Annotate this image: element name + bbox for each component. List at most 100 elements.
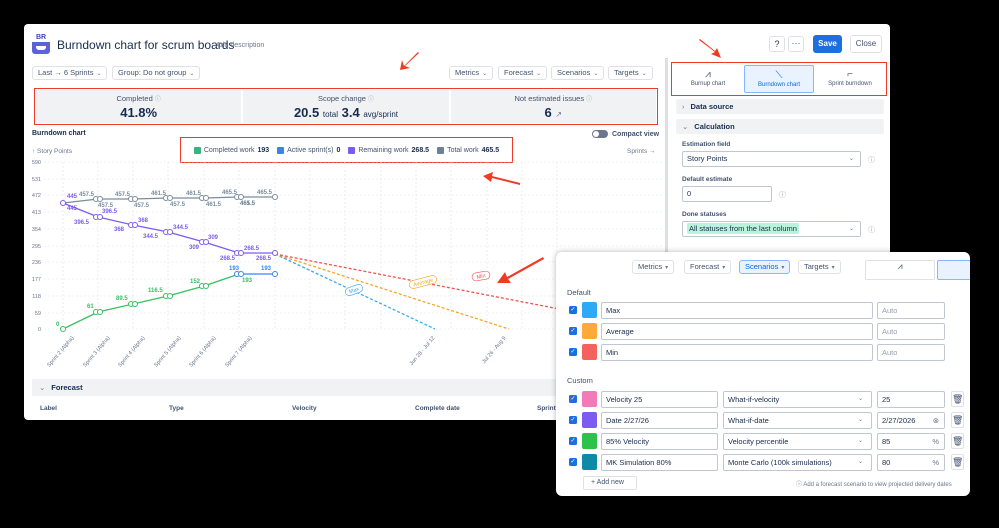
annotation-arrow-icon (483, 172, 520, 185)
svg-text:Jun 28 - Jul 12: Jun 28 - Jul 12 (409, 335, 437, 366)
toggle-switch[interactable] (592, 130, 608, 138)
legend-total[interactable]: Total work 465.5 (437, 146, 499, 154)
sprint-range-dropdown[interactable]: Last → 6 Sprints ⌄ (32, 66, 108, 80)
chevron-down-icon: ⌄ (848, 226, 854, 232)
color-picker[interactable] (582, 344, 597, 360)
checkbox[interactable]: ✓ (569, 416, 577, 424)
chevron-down-icon: ⌄ (189, 71, 195, 77)
scenario-name-input[interactable]: Velocity 25 (601, 391, 718, 408)
scenario-name-input[interactable]: Average (601, 323, 873, 340)
chevron-down-icon: ⌄ (857, 459, 863, 465)
scenario-value-input[interactable]: 85% (877, 433, 945, 450)
color-picker[interactable] (582, 433, 597, 449)
forecast-section-header[interactable]: ⌄ Forecast (32, 379, 652, 396)
scenario-value-input[interactable]: Auto (877, 344, 945, 361)
help-icon[interactable]: ? (769, 36, 785, 52)
checkbox[interactable]: ✓ (569, 458, 577, 466)
chevron-down-icon: ⌄ (536, 71, 542, 77)
popup-burnup-chart-button[interactable]: ⩘ (865, 260, 935, 280)
svg-text:116.5: 116.5 (148, 288, 163, 294)
chevron-down-icon: ▾ (722, 265, 726, 271)
svg-text:0: 0 (38, 327, 41, 333)
scenario-type-select[interactable]: Monte Carlo (100k simulations) ⌄ (723, 454, 872, 471)
trash-icon[interactable]: 🗑 (951, 454, 964, 470)
info-icon[interactable]: ⓘ (586, 97, 593, 103)
scenario-type-select[interactable]: What-if-velocity ⌄ (723, 391, 872, 408)
checkbox[interactable]: ✓ (569, 306, 577, 314)
done-statuses-select[interactable]: All statuses from the last column ⌄ (682, 221, 861, 237)
color-picker[interactable] (582, 454, 597, 470)
sprint-burndown-button[interactable]: ⌐ Sprint burndown (816, 65, 884, 93)
scenario-hint: ⓘ Add a forecast scenario to view projec… (796, 482, 952, 488)
burndown-chart-button[interactable]: ⟍ Burndown chart (744, 65, 814, 93)
checkbox[interactable]: ✓ (569, 395, 577, 403)
burnup-chart-button[interactable]: ⩘ Burnup chart (674, 65, 742, 93)
scenario-row-custom: ✓ Velocity 25 What-if-velocity ⌄ 25 🗑 (569, 391, 964, 408)
targets-dropdown[interactable]: Targets ⌄ (608, 66, 653, 80)
add-new-scenario-button[interactable]: + Add new (583, 476, 637, 490)
clear-icon[interactable]: ⊗ (932, 416, 939, 425)
info-icon[interactable]: ⓘ (779, 192, 786, 199)
external-link-icon[interactable]: ↗ (555, 110, 563, 119)
trash-icon[interactable]: 🗑 (951, 391, 964, 407)
annotation-arrow-icon (497, 257, 544, 283)
save-button[interactable]: Save (813, 35, 842, 53)
checkbox[interactable]: ✓ (569, 348, 577, 356)
scenario-name-input[interactable]: Date 2/27/26 (601, 412, 718, 429)
popup-forecast-dropdown[interactable]: Forecast ▾ (684, 260, 732, 274)
more-options-icon[interactable]: ··· (788, 36, 804, 52)
scenario-name-input[interactable]: Max (601, 302, 873, 319)
metrics-dropdown[interactable]: Metrics ⌄ (449, 66, 494, 80)
color-picker[interactable] (582, 412, 597, 428)
color-picker[interactable] (582, 391, 597, 407)
compact-view-toggle[interactable]: Compact view (592, 130, 659, 138)
legend-completed[interactable]: Completed work 193 (193, 146, 269, 154)
calculation-section[interactable]: ⌄ Calculation (676, 119, 884, 134)
scenario-type-select[interactable]: Velocity percentile ⌄ (723, 433, 872, 450)
scenario-name-input[interactable]: Min (601, 344, 873, 361)
checkbox[interactable]: ✓ (569, 437, 577, 445)
scenarios-dropdown[interactable]: Scenarios ⌄ (551, 66, 605, 80)
scenario-name-input[interactable]: 85% Velocity (601, 433, 718, 450)
default-estimate-input[interactable]: 0 (682, 186, 772, 202)
close-button[interactable]: Close (850, 35, 882, 53)
y-axis-label: ↑ Story Points (32, 148, 73, 155)
info-icon[interactable]: ⓘ (154, 97, 161, 103)
custom-scenarios-title: Custom (567, 376, 593, 385)
info-icon[interactable]: ⓘ (368, 97, 375, 103)
scenario-type-select[interactable]: What-if-date ⌄ (723, 412, 872, 429)
svg-text:236: 236 (32, 260, 41, 266)
svg-text:309: 309 (189, 245, 200, 251)
scenario-date-input[interactable]: 2/27/2026 ⊗ (877, 412, 945, 429)
done-statuses-label: Done statuses (682, 211, 727, 218)
scenario-row-custom: ✓ 85% Velocity Velocity percentile ⌄ 85% … (569, 433, 964, 450)
scenario-name-input[interactable]: MK Simulation 80% (601, 454, 718, 471)
info-icon[interactable]: ⓘ (868, 157, 875, 164)
scenario-value-input[interactable]: Auto (877, 302, 945, 319)
popup-scenarios-dropdown[interactable]: Scenarios ▾ (739, 260, 791, 274)
add-description-link[interactable]: Add description (216, 42, 265, 49)
estimation-field-select[interactable]: Story Points ⌄ (682, 151, 861, 167)
scenario-row-custom: ✓ MK Simulation 80% Monte Carlo (100k si… (569, 454, 964, 471)
legend-active[interactable]: Active sprint(s) 0 (277, 146, 340, 154)
scenario-row-custom: ✓ Date 2/27/26 What-if-date ⌄ 2/27/2026 ⊗ … (569, 412, 964, 429)
svg-text:368: 368 (138, 218, 149, 224)
legend-remaining[interactable]: Remaining work 268.5 (348, 146, 429, 154)
color-picker[interactable] (582, 302, 597, 318)
scenario-value-input[interactable]: 80% (877, 454, 945, 471)
checkbox[interactable]: ✓ (569, 327, 577, 335)
scenario-value-input[interactable]: 25 (877, 391, 945, 408)
svg-text:457.5: 457.5 (115, 192, 131, 198)
popup-metrics-dropdown[interactable]: Metrics ▾ (632, 260, 675, 274)
info-icon[interactable]: ⓘ (868, 227, 875, 234)
trash-icon[interactable]: 🗑 (951, 412, 964, 428)
forecast-dropdown[interactable]: Forecast ⌄ (498, 66, 548, 80)
popup-targets-dropdown[interactable]: Targets ▾ (798, 260, 841, 274)
group-dropdown[interactable]: Group: Do not group ⌄ (112, 66, 201, 80)
trash-icon[interactable]: 🗑 (951, 433, 964, 449)
color-picker[interactable] (582, 323, 597, 339)
scenario-value-input[interactable]: Auto (877, 323, 945, 340)
column-header-label: Label (40, 405, 57, 412)
popup-burndown-chart-button[interactable] (937, 260, 970, 280)
data-source-section[interactable]: › Data source (676, 99, 884, 114)
